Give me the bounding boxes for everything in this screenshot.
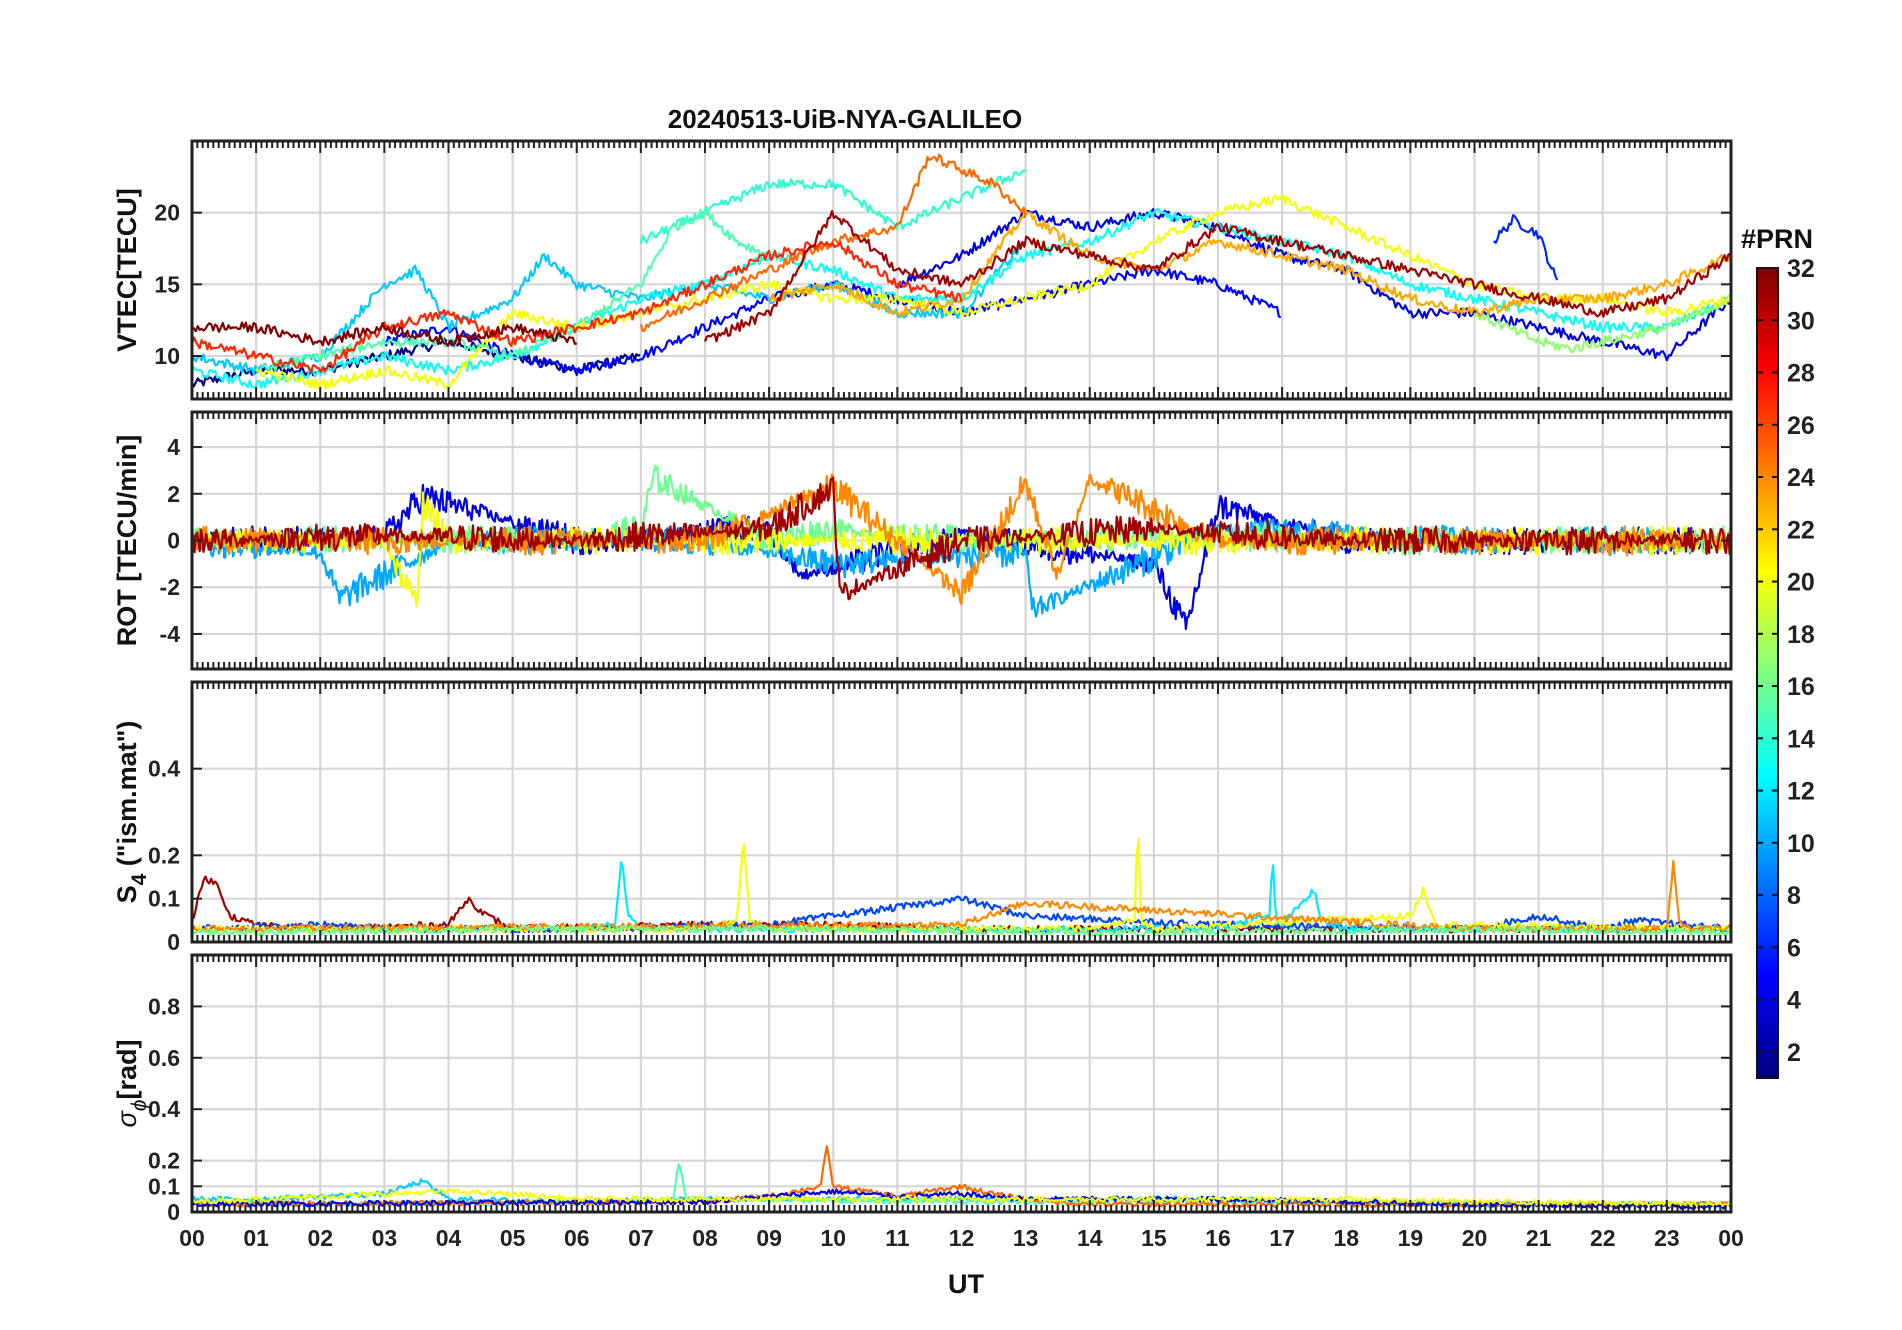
x-tick-label: 22: [1590, 1225, 1616, 1251]
minor-ticks: [191, 141, 1732, 399]
x-tick-label: 23: [1654, 1225, 1680, 1251]
colorbar-tick-label: 2: [1787, 1039, 1801, 1067]
minor-ticks: [191, 682, 1732, 942]
x-tick-label: 01: [243, 1225, 269, 1251]
y-tick-label: 0.4: [148, 756, 180, 782]
grid: [190, 141, 1733, 399]
x-tick-label: 14: [1077, 1225, 1103, 1251]
colorbar-tick-label: 30: [1787, 307, 1815, 335]
colorbar-tick-label: 4: [1787, 987, 1801, 1015]
x-tick-label: 04: [436, 1225, 462, 1251]
x-tick-label: 15: [1141, 1225, 1167, 1251]
x-tick-label: 12: [949, 1225, 975, 1251]
series-prn-17: [1473, 293, 1731, 354]
x-tick-label: 19: [1398, 1225, 1424, 1251]
colorbar-tick-label: 14: [1787, 725, 1815, 753]
colorbar-tick-label: 10: [1787, 830, 1815, 858]
colorbar-tick-label: 20: [1787, 569, 1815, 597]
colorbar-tick-label: 32: [1787, 255, 1815, 283]
panel-sigphi: 00.10.2 0.4 0.6 0.8 σϕ[rad]: [112, 953, 1733, 1225]
y-tick-label: 0.2: [148, 842, 180, 868]
y-tick-label: 2: [167, 481, 180, 507]
series-prn-32: [192, 321, 577, 348]
series-prn-31: [192, 476, 1731, 601]
series-prn-15: [255, 209, 769, 374]
x-tick-label: 07: [628, 1225, 654, 1251]
panel-rot: -4 -2 0 2 4 ROT [TECU/min]: [112, 410, 1733, 671]
colorbar-tick-label: 6: [1787, 934, 1801, 962]
colorbar-gradient: [1756, 267, 1779, 1079]
x-tick-label: 09: [756, 1225, 782, 1251]
y-axis-label: S4 ("ism.mat"): [112, 721, 151, 904]
x-axis-label: UT: [948, 1269, 984, 1299]
y-tick-label: 0: [167, 528, 180, 554]
y-axis-label: σϕ[rad]: [112, 1040, 151, 1128]
series-prn-5: [383, 267, 1282, 377]
colorbar-tick-label: 18: [1787, 621, 1815, 649]
series-prn-4: [896, 208, 1731, 362]
series-prn-14: [639, 168, 1026, 245]
y-axis-label: ROT [TECU/min]: [112, 435, 142, 646]
x-tick-label: 10: [820, 1225, 846, 1251]
y-axis-label: VTEC[TECU]: [112, 188, 142, 352]
colorbar-tick-label: 28: [1787, 360, 1815, 388]
grid: [190, 955, 1733, 1214]
x-tick-label: 00: [179, 1225, 205, 1251]
y-tick-label: 0.6: [148, 1045, 180, 1071]
series-group: [192, 153, 1731, 390]
x-tick-label: 13: [1013, 1225, 1039, 1251]
colorbar-tick-label: 26: [1787, 412, 1815, 440]
colorbar-tick-label: 24: [1787, 464, 1815, 492]
x-tick-label: 05: [500, 1225, 526, 1251]
x-tick-label: 21: [1526, 1225, 1552, 1251]
x-tick-label: 08: [692, 1225, 718, 1251]
colorbar-label: #PRN: [1741, 224, 1813, 254]
y-tick-label: 20: [154, 200, 180, 226]
x-tick-label: 02: [307, 1225, 333, 1251]
series-prn-23: [768, 207, 1731, 318]
series-prn-1: [192, 337, 641, 388]
y-tick-label: -4: [160, 621, 181, 647]
x-axis: 00 01 02 03 04 05 06 07 08 09 10 11 12 13 14 15 16 17 18 19…: [179, 1225, 1744, 1251]
y-tick-label: 0.1: [148, 1173, 180, 1199]
y-tick-label: 0.4: [148, 1096, 180, 1122]
y-tick-label: 0.2: [148, 1148, 180, 1174]
x-tick-label: 11: [885, 1225, 910, 1251]
y-tick-label: 0: [167, 929, 180, 955]
colorbar-tick-label: 12: [1787, 778, 1815, 806]
y-tick-label: 15: [154, 271, 180, 297]
y-tick-label: 10: [154, 343, 180, 369]
series-prn-25: [639, 153, 1027, 333]
minor-ticks: [191, 955, 1732, 1212]
colorbar-tick-label: 16: [1787, 673, 1815, 701]
series-prn-31: [703, 210, 1731, 343]
x-tick-label: 18: [1333, 1225, 1359, 1251]
y-tick-label: 0.1: [148, 886, 180, 912]
x-tick-label: 06: [564, 1225, 590, 1251]
x-tick-label: 16: [1205, 1225, 1231, 1251]
series-prn-11: [192, 242, 1026, 376]
chart-title: 20240513-UiB-NYA-GALILEO: [668, 104, 1023, 134]
y-tick-label: -2: [160, 574, 180, 600]
colorbar-tick-label: 22: [1787, 516, 1815, 544]
minor-ticks: [191, 412, 1732, 669]
panel-s4: 0 0.1 0.2 0.4S4 ("ism.mat"): [112, 680, 1733, 955]
series-prn-6: [1492, 214, 1559, 281]
panel-vtec: 10 15 20 VTEC[TECU]: [112, 139, 1733, 401]
y-tick-label: 4: [167, 434, 180, 460]
series-group: [192, 465, 1731, 630]
colorbar-tick-label: 8: [1787, 882, 1801, 910]
grid: [190, 682, 1733, 944]
x-tick-label: 00: [1718, 1225, 1744, 1251]
y-tick-label: 0: [167, 1199, 180, 1225]
x-tick-label: 03: [372, 1225, 398, 1251]
y-tick-label: 0.8: [148, 993, 180, 1019]
series-prn-27: [192, 240, 963, 373]
x-tick-label: 17: [1269, 1225, 1295, 1251]
x-tick-label: 20: [1462, 1225, 1488, 1251]
series-prn-13: [192, 207, 1731, 390]
